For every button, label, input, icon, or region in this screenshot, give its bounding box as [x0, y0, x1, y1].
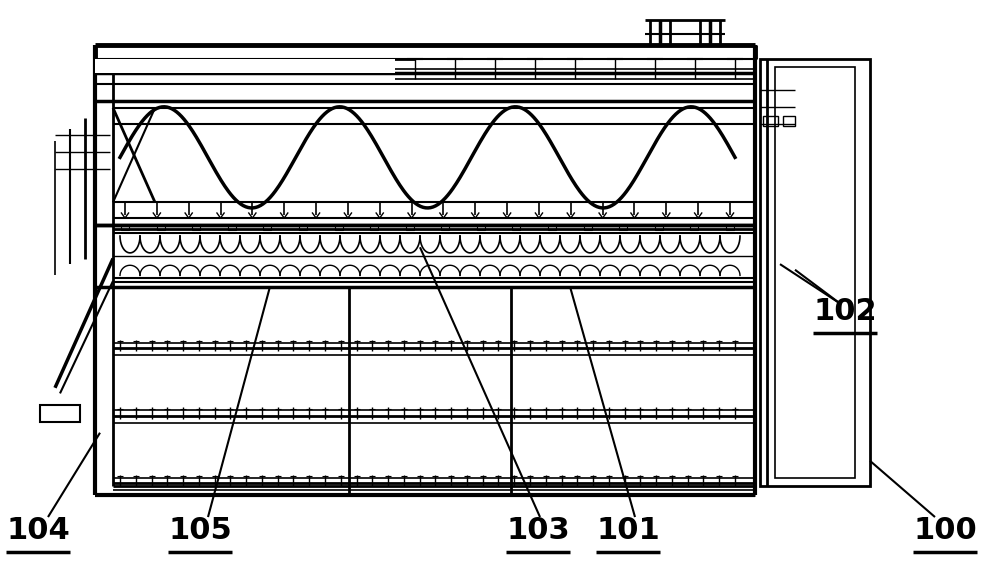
Bar	[775, 67, 855, 478]
Bar	[512, 225, 520, 230]
Bar	[584, 225, 592, 230]
Bar	[157, 225, 165, 230]
Bar	[763, 116, 778, 126]
Text: 104: 104	[6, 516, 70, 545]
Bar	[619, 225, 627, 230]
Text: 105: 105	[168, 516, 232, 545]
Bar	[406, 225, 414, 230]
Bar	[335, 225, 343, 230]
Bar	[228, 225, 236, 230]
Bar	[726, 225, 734, 230]
Bar	[655, 225, 663, 230]
Bar	[370, 225, 378, 230]
Bar	[690, 225, 698, 230]
Bar	[121, 225, 129, 230]
Bar	[192, 225, 200, 230]
Bar	[477, 225, 485, 230]
Bar	[40, 405, 80, 422]
Text: 100: 100	[913, 516, 977, 545]
Bar	[441, 225, 449, 230]
Text: 102: 102	[813, 297, 877, 326]
Bar	[760, 59, 870, 486]
Bar	[783, 116, 795, 126]
Text: 103: 103	[506, 516, 570, 545]
Text: 101: 101	[596, 516, 660, 545]
Bar	[299, 225, 307, 230]
Bar	[548, 225, 556, 230]
Bar	[95, 59, 395, 73]
Bar	[263, 225, 271, 230]
